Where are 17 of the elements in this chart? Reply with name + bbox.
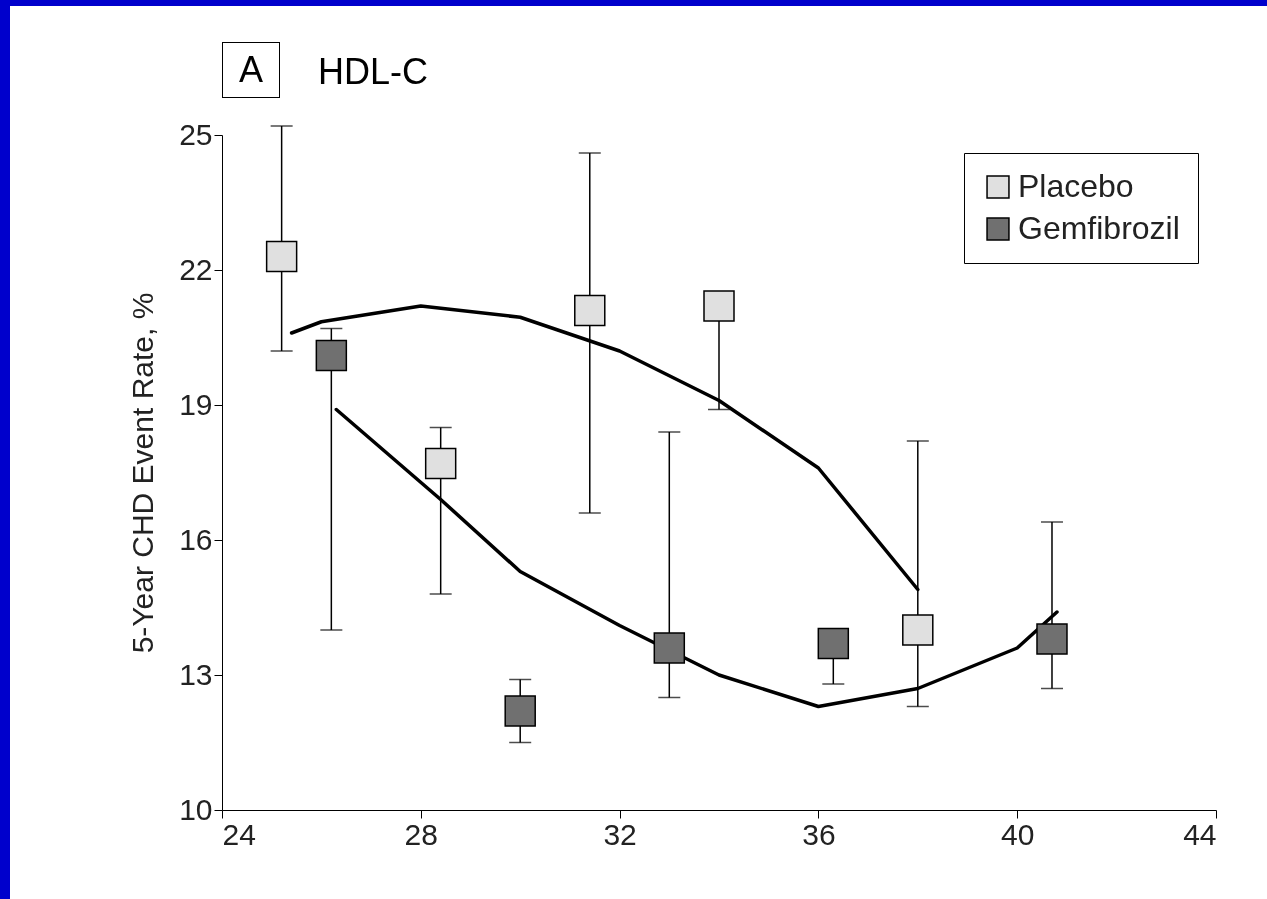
x-tick-label: 32: [603, 817, 637, 851]
x-tick-label: 36: [802, 817, 836, 851]
x-tick-label: 40: [1001, 817, 1035, 851]
x-tick-label: 28: [404, 817, 438, 851]
y-tick-label: 16: [179, 522, 213, 556]
legend-label: Gemfibrozil: [1018, 210, 1180, 246]
y-tick-label: 22: [179, 252, 213, 286]
y-tick-label: 19: [179, 387, 213, 421]
y-tick-label: 10: [179, 792, 213, 826]
y-tick-label: 13: [179, 657, 213, 691]
legend-label: Placebo: [1018, 168, 1134, 204]
x-tick-label: 44: [1183, 817, 1217, 851]
x-tick-label: 24: [222, 817, 256, 851]
text: A: [222, 42, 281, 98]
y-tick-label: 25: [179, 117, 213, 151]
chart-title: HDL-C: [318, 50, 429, 94]
y-axis-title: 5-Year CHD Event Rate, %: [126, 292, 160, 654]
